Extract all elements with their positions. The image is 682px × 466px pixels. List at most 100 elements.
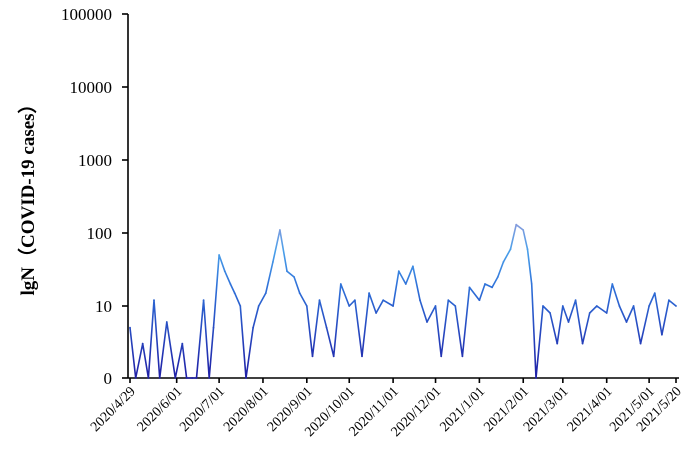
data-point — [549, 312, 551, 314]
x-ticks: 2020/4/292020/6/012020/7/012020/8/012020… — [88, 378, 682, 440]
data-point — [648, 305, 650, 307]
data-point — [668, 299, 670, 302]
data-point — [218, 254, 221, 256]
y-tick-label: 0 — [104, 369, 113, 388]
data-point — [293, 276, 295, 278]
data-point — [185, 377, 188, 379]
data-point — [229, 283, 232, 285]
data-point — [181, 342, 184, 345]
data-point — [653, 292, 656, 294]
data-point — [581, 342, 584, 345]
data-point — [286, 270, 288, 273]
data-point — [339, 283, 342, 285]
data-point — [368, 292, 370, 294]
x-tick-label: 2020/4/29 — [88, 384, 139, 435]
data-point — [542, 305, 544, 307]
data-point — [496, 276, 499, 278]
data-point — [595, 305, 598, 307]
data-point — [202, 299, 205, 302]
data-point — [454, 305, 457, 307]
data-point — [348, 305, 351, 307]
data-point — [195, 377, 198, 379]
data-point — [561, 305, 564, 307]
data-point — [491, 286, 493, 289]
data-point — [661, 333, 663, 336]
data-point — [191, 377, 194, 379]
data-point — [468, 286, 471, 289]
x-tick-label: 2021/4/01 — [565, 384, 616, 435]
data-points — [129, 223, 677, 379]
data-point — [509, 248, 512, 251]
data-point — [567, 321, 570, 323]
data-point — [605, 312, 608, 314]
data-point — [515, 223, 518, 226]
data-point — [298, 292, 301, 294]
data-point — [332, 355, 335, 358]
data-point — [264, 292, 267, 294]
data-point — [639, 342, 642, 345]
y-tick-label: 10 — [95, 297, 112, 316]
series-line — [129, 223, 677, 379]
data-point — [375, 312, 377, 314]
data-point — [675, 305, 677, 307]
data-point — [311, 355, 314, 358]
data-point — [212, 326, 215, 329]
data-point — [208, 377, 211, 379]
y-tick-label: 1000 — [78, 151, 112, 170]
x-tick-label: 2020/6/01 — [135, 384, 186, 435]
data-point — [502, 261, 505, 263]
data-point — [426, 321, 428, 323]
data-point — [239, 305, 242, 307]
data-point — [625, 321, 628, 323]
data-point — [397, 270, 400, 273]
data-point — [412, 265, 414, 268]
data-point — [153, 299, 155, 302]
data-point — [447, 299, 450, 302]
data-point — [272, 261, 274, 263]
data-point — [632, 305, 635, 307]
data-point — [404, 283, 407, 285]
x-tick-label: 2021/1/01 — [437, 384, 488, 435]
y-tick-label: 100000 — [61, 5, 112, 24]
data-point — [325, 326, 328, 329]
x-tick-label: 2020/8/01 — [221, 384, 272, 435]
plot-area — [129, 223, 677, 379]
data-point — [279, 229, 281, 231]
data-point — [434, 305, 437, 307]
data-point — [245, 377, 247, 379]
data-point — [147, 377, 150, 379]
data-point — [522, 229, 525, 231]
data-point — [158, 377, 161, 379]
data-point — [141, 342, 144, 345]
data-point — [361, 355, 363, 358]
data-point — [484, 283, 486, 285]
data-point — [134, 377, 137, 379]
y-tick-label: 10000 — [70, 78, 113, 97]
data-point — [535, 377, 537, 379]
x-axis: 2020/4/292020/6/012020/7/012020/8/012020… — [88, 377, 682, 440]
data-point — [223, 270, 226, 273]
data-point — [318, 299, 321, 302]
data-point — [257, 305, 260, 307]
data-point — [556, 342, 559, 345]
y-axis-label: lgN（COVID-19 cases） — [16, 94, 39, 295]
x-tick-label: 2020/7/01 — [177, 384, 228, 435]
data-point — [392, 305, 394, 307]
data-point — [382, 299, 385, 302]
data-point — [574, 299, 577, 302]
y-tick-label: 100 — [87, 224, 113, 243]
data-point — [252, 326, 255, 329]
data-point — [129, 326, 131, 329]
data-point — [530, 283, 533, 285]
data-point — [588, 312, 591, 314]
data-point — [478, 299, 481, 302]
data-point — [526, 248, 529, 251]
data-point — [618, 305, 621, 307]
data-point — [174, 377, 177, 379]
data-point — [611, 283, 614, 285]
data-point — [354, 299, 356, 302]
data-point — [165, 321, 168, 323]
data-point — [461, 355, 464, 358]
